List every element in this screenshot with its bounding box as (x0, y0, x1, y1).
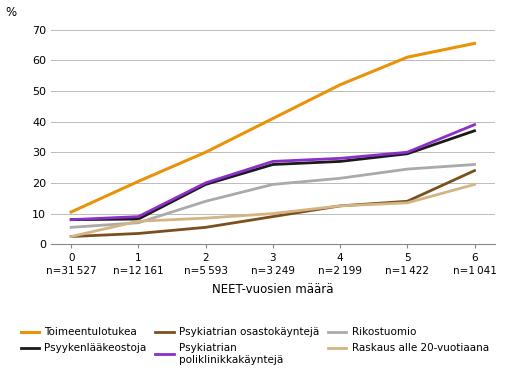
Rikostuomio (68, 225, 74, 229)
Psykiatrian osastokäyntejä (269, 214, 275, 219)
Psyykenlääkeostoja (404, 152, 410, 156)
Line: Toimeentulotukea: Toimeentulotukea (71, 43, 473, 212)
Rikostuomio (336, 176, 343, 181)
Legend: Toimeentulotukea, Psyykenlääkeostoja, Psykiatrian osastokäyntejä, Psykiatrian
po: Toimeentulotukea, Psyykenlääkeostoja, Ps… (20, 327, 488, 365)
Psyykenlääkeostoja (470, 128, 476, 133)
Line: Rikostuomio: Rikostuomio (71, 165, 473, 227)
Raskaus alle 20-vuotiaana (68, 234, 74, 239)
Raskaus alle 20-vuotiaana (202, 216, 208, 221)
Psykiatrian osastokäyntejä (470, 168, 476, 173)
Raskaus alle 20-vuotiaana (336, 204, 343, 208)
Psykiatrian
poliklinikkakäyntejä (68, 218, 74, 222)
Line: Psykiatrian
poliklinikkakäyntejä: Psykiatrian poliklinikkakäyntejä (71, 125, 473, 220)
X-axis label: NEET-vuosien määrä: NEET-vuosien määrä (212, 283, 333, 296)
Psykiatrian osastokäyntejä (404, 199, 410, 204)
Toimeentulotukea (336, 83, 343, 87)
Psyykenlääkeostoja (336, 159, 343, 164)
Toimeentulotukea (68, 210, 74, 214)
Toimeentulotukea (135, 179, 141, 184)
Psyykenlääkeostoja (202, 182, 208, 186)
Psykiatrian
poliklinikkakäyntejä (336, 156, 343, 161)
Raskaus alle 20-vuotiaana (135, 219, 141, 223)
Psykiatrian
poliklinikkakäyntejä (135, 214, 141, 219)
Line: Psykiatrian osastokäyntejä: Psykiatrian osastokäyntejä (71, 171, 473, 236)
Psykiatrian osastokäyntejä (135, 231, 141, 236)
Psykiatrian
poliklinikkakäyntejä (269, 159, 275, 164)
Rikostuomio (404, 167, 410, 171)
Psyykenlääkeostoja (269, 162, 275, 167)
Toimeentulotukea (269, 116, 275, 121)
Psykiatrian osastokäyntejä (68, 234, 74, 239)
Rikostuomio (135, 221, 141, 225)
Toimeentulotukea (202, 150, 208, 154)
Rikostuomio (470, 162, 476, 167)
Rikostuomio (269, 182, 275, 186)
Psykiatrian
poliklinikkakäyntejä (202, 181, 208, 185)
Raskaus alle 20-vuotiaana (269, 211, 275, 216)
Toimeentulotukea (470, 41, 476, 46)
Psykiatrian osastokäyntejä (336, 204, 343, 208)
Rikostuomio (202, 199, 208, 204)
Psyykenlääkeostoja (68, 218, 74, 222)
Line: Psyykenlääkeostoja: Psyykenlääkeostoja (71, 131, 473, 220)
Raskaus alle 20-vuotiaana (470, 182, 476, 186)
Psykiatrian
poliklinikkakäyntejä (404, 150, 410, 154)
Line: Raskaus alle 20-vuotiaana: Raskaus alle 20-vuotiaana (71, 184, 473, 236)
Y-axis label: %: % (6, 6, 17, 19)
Psykiatrian osastokäyntejä (202, 225, 208, 229)
Psyykenlääkeostoja (135, 217, 141, 221)
Toimeentulotukea (404, 55, 410, 60)
Raskaus alle 20-vuotiaana (404, 201, 410, 205)
Psykiatrian
poliklinikkakäyntejä (470, 122, 476, 127)
